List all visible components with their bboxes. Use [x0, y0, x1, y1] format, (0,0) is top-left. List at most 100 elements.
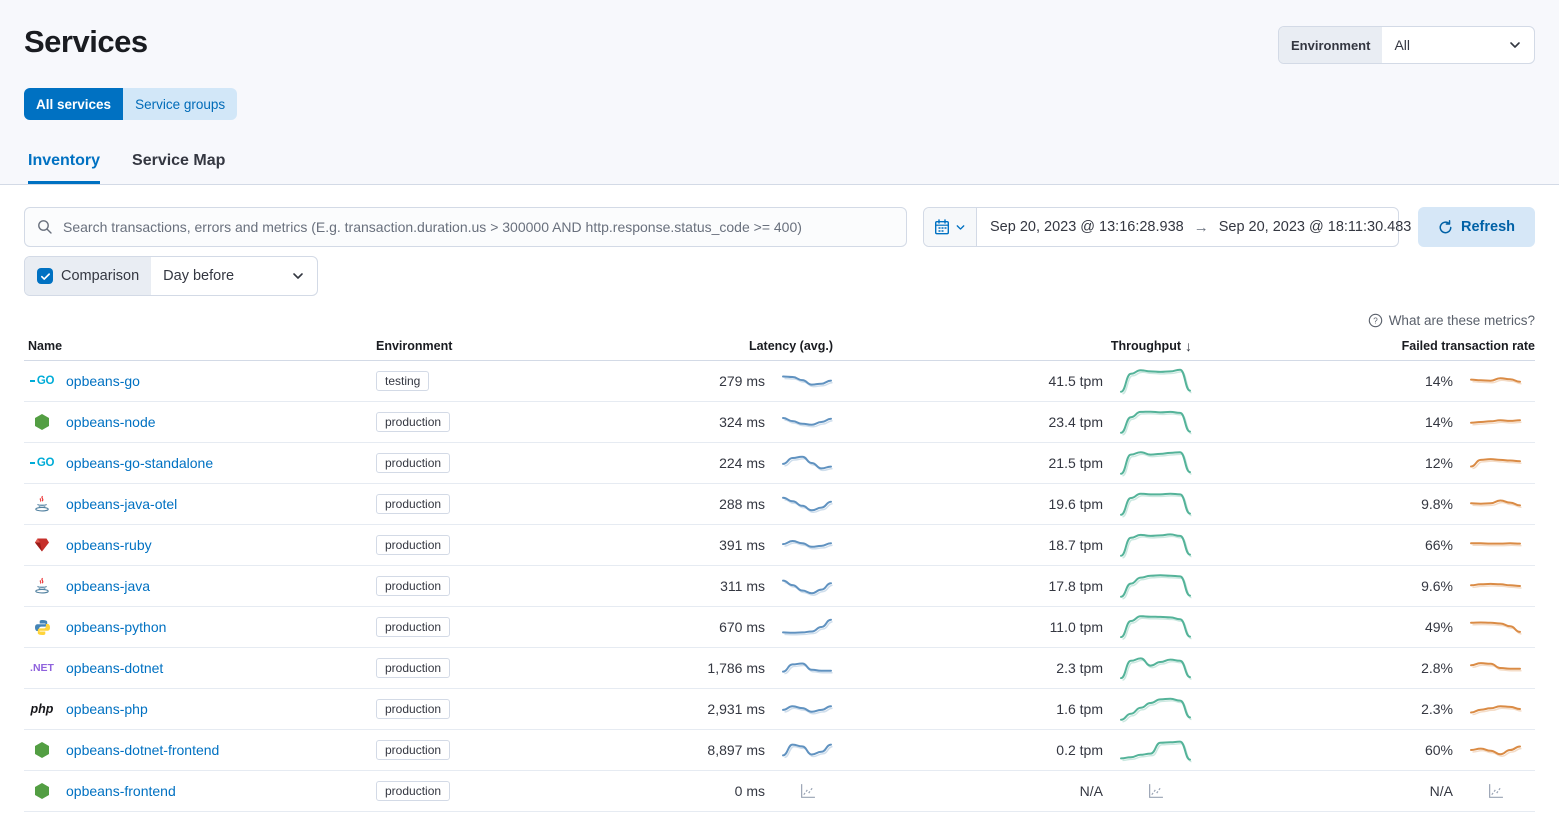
failed-rate-sparkline	[1469, 372, 1522, 390]
failed-rate-value: 14%	[1424, 414, 1453, 430]
date-range-end[interactable]: Sep 20, 2023 @ 18:11:30.483	[1218, 219, 1412, 235]
latency-sparkline	[781, 493, 833, 515]
refresh-button-label: Refresh	[1461, 219, 1515, 235]
search-icon	[38, 220, 52, 234]
service-icon-slot: GO	[28, 375, 56, 387]
failed-rate-value: 14%	[1424, 373, 1453, 389]
service-link[interactable]: opbeans-node	[66, 414, 156, 430]
environment-badge: production	[376, 740, 451, 760]
environment-badge: production	[376, 535, 451, 555]
failed-rate-sparkline	[1469, 454, 1522, 472]
latency-sparkline	[781, 411, 833, 433]
throughput-sparkline	[1119, 613, 1192, 641]
latency-value: 1,786 ms	[707, 660, 765, 676]
service-icon-slot	[28, 742, 56, 758]
environment-badge: production	[376, 412, 451, 432]
service-link[interactable]: opbeans-java-otel	[66, 496, 178, 512]
table-row: php opbeans-php production 2,931 ms 1.6 …	[24, 689, 1535, 730]
calendar-button[interactable]	[924, 208, 977, 246]
calendar-icon	[935, 219, 950, 235]
comparison-select-value: Day before	[163, 268, 235, 284]
throughput-sparkline	[1119, 531, 1192, 559]
throughput-sparkline	[1119, 490, 1192, 518]
column-header-latency[interactable]: Latency (avg.)	[748, 339, 833, 353]
ruby-icon	[35, 538, 49, 552]
latency-sparkline	[781, 698, 833, 720]
nodejs-icon	[35, 783, 49, 799]
column-header-throughput[interactable]: Throughput ↓	[1110, 338, 1192, 354]
environment-filter[interactable]: Environment All	[1278, 26, 1535, 64]
environment-badge: production	[376, 494, 451, 514]
column-header-failed-transaction-rate[interactable]: Failed transaction rate	[1401, 339, 1535, 353]
nodejs-icon	[35, 414, 49, 430]
comparison-checkbox[interactable]	[37, 268, 53, 284]
tab-service-map[interactable]: Service Map	[132, 152, 226, 169]
failed-rate-sparkline	[1469, 741, 1522, 759]
throughput-sparkline	[1119, 408, 1192, 436]
table-row: opbeans-java-otel production 288 ms 19.6…	[24, 484, 1535, 525]
throughput-sparkline	[1119, 367, 1192, 395]
failed-rate-sparkline	[1469, 495, 1522, 513]
latency-value: 2,931 ms	[707, 701, 765, 717]
throughput-value: N/A	[1079, 783, 1103, 799]
column-header-environment[interactable]: Environment	[376, 339, 453, 353]
table-row: opbeans-java production 311 ms 17.8 tpm …	[24, 566, 1535, 607]
service-groups-button[interactable]: Service groups	[123, 88, 238, 120]
comparison-control: Comparison Day before	[24, 256, 319, 296]
throughput-value: 11.0 tpm	[1049, 619, 1103, 635]
service-link[interactable]: opbeans-go	[66, 373, 140, 389]
question-circle-icon: ?	[1368, 313, 1382, 328]
all-services-button[interactable]: All services	[24, 88, 124, 120]
environment-badge: production	[376, 699, 451, 719]
environment-badge: production	[376, 453, 451, 473]
throughput-value: 2.3 tpm	[1056, 660, 1103, 676]
refresh-button[interactable]: Refresh	[1418, 207, 1535, 247]
latency-sparkline	[781, 452, 833, 474]
latency-value: 279 ms	[719, 373, 765, 389]
environment-badge: production	[376, 658, 451, 678]
what-are-these-metrics-link[interactable]: ? What are these metrics?	[1368, 313, 1535, 328]
column-header-name[interactable]: Name	[28, 339, 63, 353]
latency-value: 288 ms	[719, 496, 765, 512]
failed-rate-sparkline	[1469, 413, 1522, 431]
date-range-start[interactable]: Sep 20, 2023 @ 13:16:28.938	[990, 219, 1184, 235]
service-icon-slot: php	[28, 702, 56, 716]
sort-descending-icon: ↓	[1185, 338, 1192, 354]
tab-inventory[interactable]: Inventory	[28, 152, 101, 184]
table-row: opbeans-ruby production 391 ms 18.7 tpm …	[24, 525, 1535, 566]
failed-rate-sparkline	[1469, 783, 1522, 800]
refresh-icon	[1439, 219, 1452, 233]
date-picker[interactable]: Sep 20, 2023 @ 13:16:28.938 → Sep 20, 20…	[923, 207, 1411, 247]
environment-badge: production	[376, 576, 451, 596]
service-link[interactable]: opbeans-dotnet	[66, 660, 164, 676]
service-link[interactable]: opbeans-dotnet-frontend	[66, 742, 220, 758]
throughput-sparkline	[1119, 783, 1192, 800]
latency-value: 311 ms	[720, 578, 765, 594]
search-bar[interactable]	[24, 207, 907, 247]
python-icon	[34, 619, 50, 635]
latency-sparkline	[781, 657, 833, 679]
throughput-value: 18.7 tpm	[1048, 537, 1103, 553]
service-link[interactable]: opbeans-go-standalone	[66, 455, 214, 471]
service-link[interactable]: opbeans-frontend	[66, 783, 176, 799]
failed-rate-sparkline	[1469, 659, 1522, 677]
comparison-select[interactable]: Day before	[151, 257, 317, 295]
service-link[interactable]: opbeans-python	[66, 619, 167, 635]
throughput-value: 19.6 tpm	[1048, 496, 1103, 512]
service-link[interactable]: opbeans-php	[66, 701, 148, 717]
search-input[interactable]	[61, 218, 894, 236]
latency-sparkline	[781, 370, 833, 392]
service-link[interactable]: opbeans-java	[66, 578, 151, 594]
environment-badge: production	[376, 617, 451, 637]
service-icon-slot	[28, 495, 56, 513]
throughput-value: 23.4 tpm	[1048, 414, 1103, 430]
service-link[interactable]: opbeans-ruby	[66, 537, 152, 553]
failed-rate-value: 66%	[1424, 537, 1453, 553]
latency-sparkline	[781, 534, 833, 556]
latency-sparkline	[781, 575, 833, 597]
throughput-sparkline	[1119, 654, 1192, 682]
failed-rate-value: 49%	[1424, 619, 1453, 635]
go-icon: GO	[30, 375, 55, 387]
check-icon	[40, 272, 50, 280]
environment-badge: production	[376, 781, 451, 801]
